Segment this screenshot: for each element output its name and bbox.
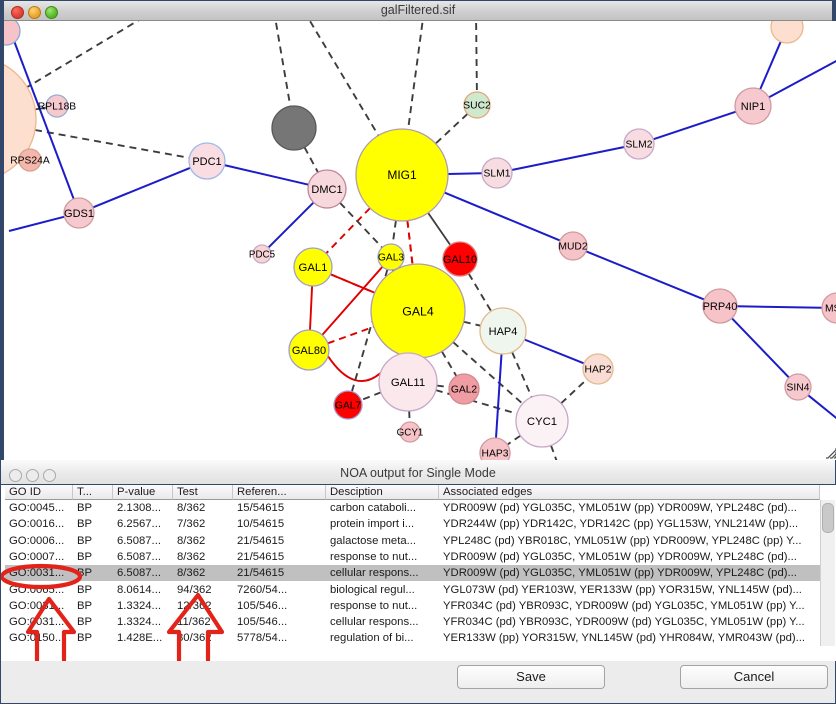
svg-text:SLM2: SLM2 <box>626 140 653 151</box>
svg-text:GAL3: GAL3 <box>378 253 405 264</box>
svg-text:GAL11: GAL11 <box>391 377 425 389</box>
svg-text:PRP40: PRP40 <box>703 301 738 313</box>
svg-text:GAL10: GAL10 <box>443 254 477 266</box>
svg-text:GAL1: GAL1 <box>299 262 328 274</box>
svg-text:HAP4: HAP4 <box>489 326 518 338</box>
svg-text:PDC1: PDC1 <box>192 156 221 168</box>
svg-text:GAL2: GAL2 <box>451 385 478 396</box>
svg-text:RPS24A: RPS24A <box>10 156 50 167</box>
svg-text:RPL18B: RPL18B <box>38 102 76 113</box>
svg-text:HAP2: HAP2 <box>585 365 612 376</box>
svg-text:HAP3: HAP3 <box>482 449 509 460</box>
svg-text:GAL4: GAL4 <box>402 304 434 318</box>
svg-text:MIG1: MIG1 <box>387 168 417 182</box>
svg-text:MSI1: MSI1 <box>825 304 836 315</box>
svg-text:GAL7: GAL7 <box>335 401 362 412</box>
svg-text:PDC5: PDC5 <box>249 249 276 260</box>
svg-text:SLM1: SLM1 <box>484 169 511 180</box>
svg-text:DMC1: DMC1 <box>311 184 342 196</box>
svg-text:GDS1: GDS1 <box>64 208 94 220</box>
svg-text:MUD2: MUD2 <box>558 242 587 253</box>
svg-text:NIP1: NIP1 <box>741 101 765 113</box>
svg-text:SUC2: SUC2 <box>463 101 491 112</box>
svg-text:CYC1: CYC1 <box>527 416 557 428</box>
svg-text:GCY1: GCY1 <box>397 427 424 438</box>
svg-text:SIN4: SIN4 <box>787 383 810 394</box>
svg-text:GAL80: GAL80 <box>292 345 326 357</box>
